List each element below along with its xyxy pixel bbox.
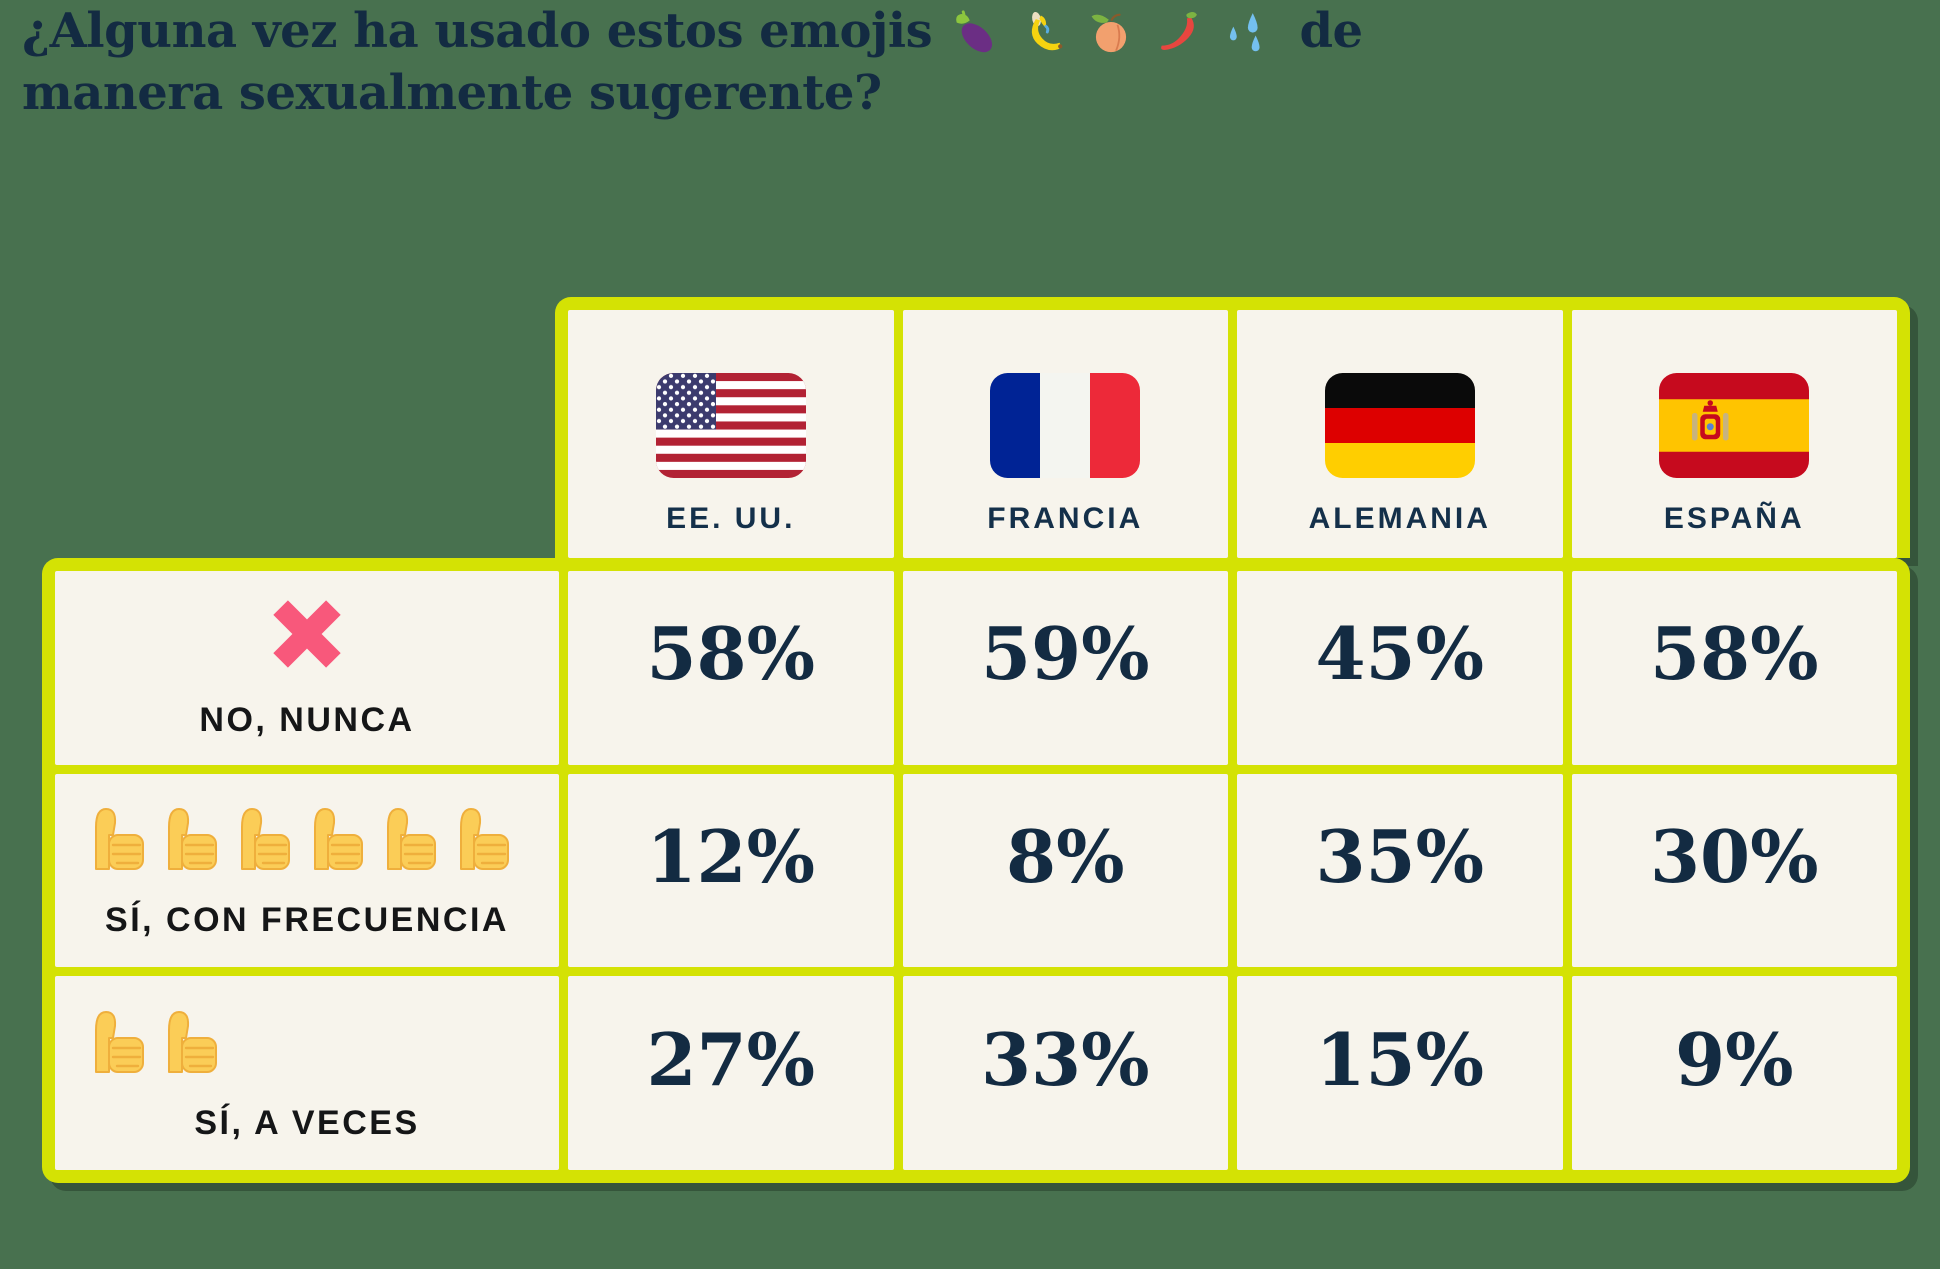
percent-value: 35% xyxy=(1315,813,1485,899)
table-cell: 58% xyxy=(568,571,894,765)
table-cell: 45% xyxy=(1237,571,1563,765)
column-header-germany: ALEMANIA xyxy=(1237,310,1563,558)
thumbs-up-icon xyxy=(95,807,144,870)
thumbs-up-icon xyxy=(314,807,363,870)
row-header-no-nunca: NO, NUNCA xyxy=(55,571,559,765)
percent-value: 58% xyxy=(1649,611,1819,697)
table-cell: 15% xyxy=(1237,976,1563,1170)
eggplant-emoji-icon xyxy=(956,10,993,53)
banana-emoji-icon xyxy=(1031,11,1062,51)
table-cell: 59% xyxy=(902,571,1228,765)
table-cell: 35% xyxy=(1237,773,1563,968)
percent-value: 30% xyxy=(1649,813,1819,899)
table-cell: 30% xyxy=(1571,773,1897,968)
table-cell: 33% xyxy=(902,976,1228,1170)
percent-value: 12% xyxy=(646,813,816,899)
title-line1-text: ¿Alguna vez ha usado estos emojis xyxy=(22,3,933,59)
percent-value: 27% xyxy=(646,1016,816,1102)
page-title: ¿Alguna vez ha usado estos emojis xyxy=(22,0,1622,124)
spain-coat-of-arms xyxy=(1692,400,1729,441)
row-header-si-a-veces: SÍ, A VECES xyxy=(55,976,559,1170)
percent-value: 45% xyxy=(1315,611,1485,697)
thumbs-up-icon xyxy=(241,807,290,870)
column-label: EE. UU. xyxy=(666,502,796,535)
column-header-france: FRANCIA xyxy=(902,310,1228,558)
column-label: ESPAÑA xyxy=(1663,502,1805,535)
title-line1-after: de xyxy=(1299,3,1363,59)
usa-flag-icon xyxy=(655,373,806,478)
spain-flag-icon xyxy=(1659,373,1810,478)
row-header-si-con-frecuencia: SÍ, CON FRECUENCIA xyxy=(55,773,559,968)
row-label: SÍ, A VECES xyxy=(194,1103,420,1142)
thumbs-up-group xyxy=(91,1004,218,1076)
table-cell: 27% xyxy=(568,976,894,1170)
percent-value: 33% xyxy=(980,1016,1150,1102)
column-label: ALEMANIA xyxy=(1308,502,1491,535)
row-label: SÍ, CON FRECUENCIA xyxy=(105,900,509,939)
title-line2-text: manera sexualmente sugerente? xyxy=(22,65,882,121)
cross-mark-icon xyxy=(273,600,341,669)
percent-value: 59% xyxy=(980,611,1150,697)
column-label: FRANCIA xyxy=(987,502,1144,535)
thumbs-up-group xyxy=(91,801,510,873)
percent-value: 15% xyxy=(1315,1016,1485,1102)
percent-value: 58% xyxy=(646,611,816,697)
table-header-row: EE. UU. FRANCIA xyxy=(555,297,1910,558)
thumbs-up-icon xyxy=(168,807,217,870)
thumbs-up-icon xyxy=(95,1010,144,1073)
table-body: NO, NUNCA 58% 59% 45% 58% SÍ, xyxy=(42,558,1910,1183)
column-header-spain: ESPAÑA xyxy=(1571,310,1897,558)
table-cell: 58% xyxy=(1571,571,1897,765)
thumbs-up-icon xyxy=(460,807,509,870)
table-cell: 9% xyxy=(1571,976,1897,1170)
table-cell: 8% xyxy=(902,773,1228,968)
hot-pepper-emoji-icon xyxy=(1161,12,1197,50)
germany-flag-icon xyxy=(1324,373,1475,478)
peach-emoji-icon xyxy=(1091,13,1126,53)
percent-value: 9% xyxy=(1674,1016,1794,1102)
table-cell: 12% xyxy=(568,773,894,968)
row-label: NO, NUNCA xyxy=(199,701,415,740)
thumbs-up-icon xyxy=(168,1010,217,1073)
sweat-droplets-emoji-icon xyxy=(1230,13,1260,52)
percent-value: 8% xyxy=(1005,813,1125,899)
france-flag-icon xyxy=(990,373,1141,478)
column-header-usa: EE. UU. xyxy=(568,310,894,558)
thumbs-up-icon xyxy=(387,807,436,870)
